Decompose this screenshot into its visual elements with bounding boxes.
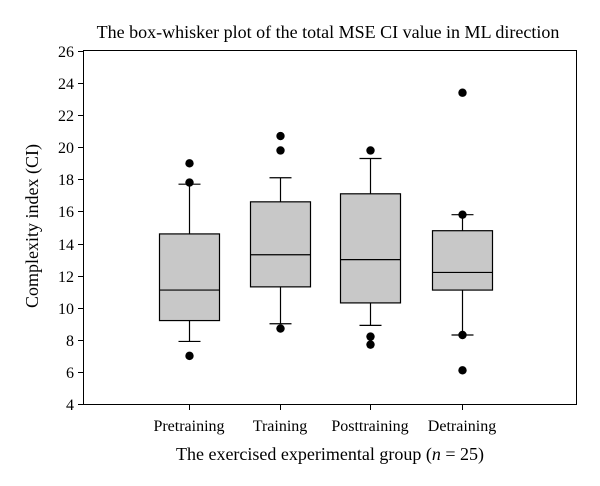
- y-tick-label: 12: [58, 269, 74, 286]
- y-tick-label: 18: [58, 172, 74, 189]
- outlier-point: [458, 210, 467, 219]
- y-tick-label: 22: [58, 108, 74, 125]
- box-group: [249, 131, 312, 333]
- y-axis-label: Complexity index (CI): [22, 144, 43, 308]
- y-tick-label: 8: [66, 333, 74, 350]
- outlier-point: [458, 366, 467, 375]
- y-tick-label: 14: [58, 237, 74, 254]
- box-series: [158, 88, 494, 375]
- plot-frame: [83, 50, 577, 405]
- outlier-point: [276, 146, 285, 155]
- x-axis-label-suffix: = 25): [441, 444, 484, 465]
- box-group: [339, 146, 402, 349]
- x-tick-label: Pretraining: [153, 418, 224, 435]
- box-iqr: [339, 193, 402, 304]
- box-group: [158, 159, 221, 361]
- box-group: [431, 88, 494, 375]
- y-tick-label: 26: [58, 44, 74, 61]
- outlier-point: [185, 351, 194, 361]
- outlier-point: [185, 178, 194, 187]
- outlier-point: [458, 330, 467, 340]
- outlier-point: [366, 340, 375, 349]
- x-axis-label-italic: n: [432, 444, 441, 464]
- y-tick-label: 20: [58, 140, 74, 157]
- outlier-point: [458, 88, 467, 97]
- x-axis-label-prefix: The exercised experimental group (: [176, 444, 432, 465]
- chart-title: The box-whisker plot of the total MSE CI…: [97, 22, 560, 42]
- x-tick-label: Posttraining: [331, 418, 408, 435]
- box-iqr: [158, 233, 221, 322]
- outlier-point: [276, 324, 285, 333]
- outlier-point: [276, 131, 285, 141]
- x-tick-label: Training: [253, 418, 308, 435]
- outlier-point: [366, 146, 375, 155]
- y-tick-label: 4: [66, 397, 74, 414]
- outlier-point: [366, 332, 375, 341]
- y-tick-label: 24: [58, 76, 74, 93]
- x-tick-label: Detraining: [428, 418, 496, 435]
- outlier-point: [185, 159, 194, 168]
- box-iqr: [431, 230, 494, 291]
- y-axis: 4 6 8 10 12 14 16 18 20 22 24 26: [58, 44, 84, 414]
- x-axis-label: The exercised experimental group (n = 25…: [176, 444, 484, 465]
- y-tick-label: 10: [58, 301, 74, 318]
- box-iqr: [249, 201, 312, 288]
- y-tick-label: 6: [66, 365, 74, 382]
- y-tick-label: 16: [58, 204, 74, 221]
- x-axis: Pretraining Training Posttraining Detrainin…: [153, 404, 496, 435]
